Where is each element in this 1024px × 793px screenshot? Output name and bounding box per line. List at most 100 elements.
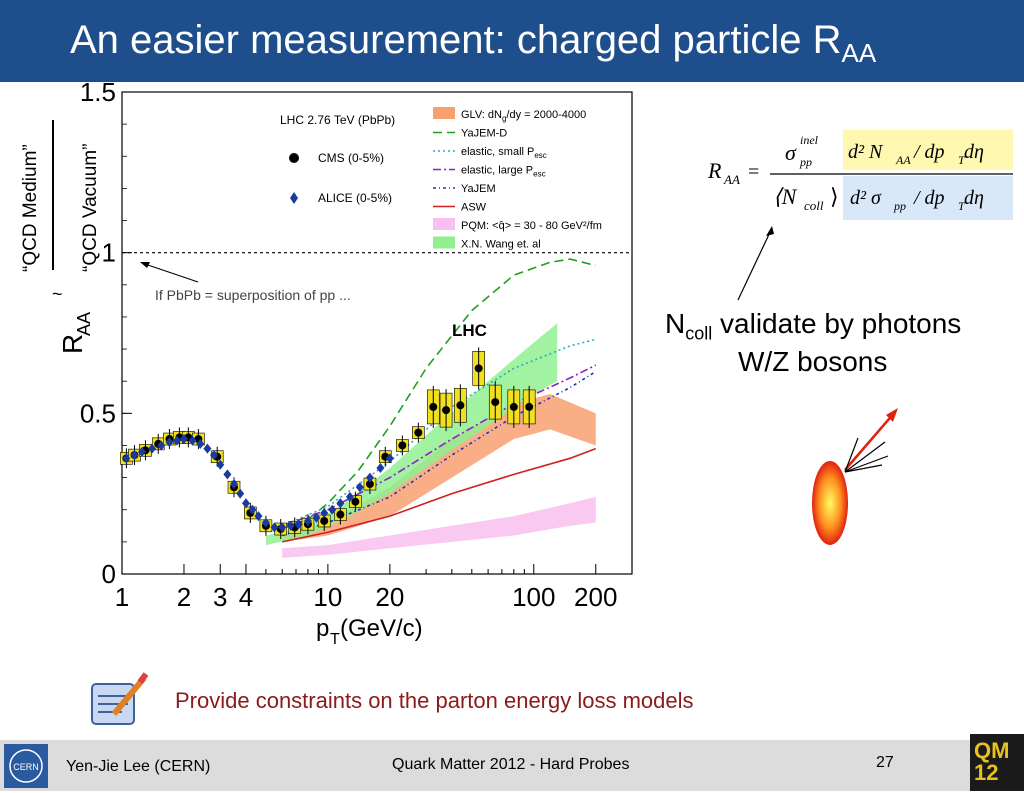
formula-lhs-sub: AA xyxy=(723,172,740,187)
y-axis-label: R xyxy=(57,334,88,354)
footer-conference: Quark Matter 2012 - Hard Probes xyxy=(392,756,630,773)
ncoll-main: N xyxy=(665,308,686,339)
cms-point xyxy=(525,402,534,411)
legend-right-label: elastic, large Pesc xyxy=(461,165,546,179)
alice-point xyxy=(230,479,239,490)
formula-equals: = xyxy=(748,161,759,183)
y-axis-label-group: RAA xyxy=(57,312,94,354)
formula-num-top-end: dη xyxy=(964,141,984,163)
fraction-bar xyxy=(52,120,54,270)
jet-arrow-4 xyxy=(844,464,883,473)
legend-marker-alice xyxy=(290,192,298,204)
formula-svg: R AA = σ inel pp ⟨N coll ⟩ d² N AA / dp … xyxy=(707,130,1013,220)
ncoll-annotation: Ncoll validate by photons xyxy=(665,308,961,345)
pbpb-arrow-head xyxy=(140,262,150,268)
x-tick-label: 200 xyxy=(574,582,617,612)
legend-right-label: GLV: dNg/dy = 2000-4000 xyxy=(461,109,586,123)
alice-point xyxy=(336,498,345,509)
alice-point xyxy=(320,507,329,518)
alice-point xyxy=(179,434,188,445)
alice-point xyxy=(130,450,139,461)
y-tick-label: 1 xyxy=(102,238,116,268)
constraint-text: Provide constraints on the parton energy… xyxy=(175,688,694,713)
alice-point xyxy=(254,511,263,522)
raa-chart: 1 2 3 4 10 20 100 200 0 0.5 1 1.5 p T (GeV/c) RAA ~ LHC … xyxy=(52,82,633,648)
alice-point xyxy=(241,498,250,509)
formula-sigma-sup: inel xyxy=(800,133,819,147)
formula-ncoll-close: ⟩ xyxy=(830,184,839,209)
cern-logo: CERN xyxy=(4,744,48,788)
formula-lhs: R xyxy=(707,158,722,183)
formula-num-top-sub: AA xyxy=(895,153,911,167)
cms-point xyxy=(414,428,423,437)
jet-arrow-1 xyxy=(844,437,859,473)
alice-point xyxy=(122,453,131,464)
y-tick-label: 1.5 xyxy=(80,82,116,107)
formula-num-bg xyxy=(843,130,1013,170)
formula-num-top-T: T xyxy=(958,153,966,167)
nucleus-blob xyxy=(812,461,848,545)
alice-point xyxy=(345,491,354,502)
y-axis-label-sub: AA xyxy=(74,312,94,336)
jet-arrow-red xyxy=(844,411,896,471)
y-tick-label: 0.5 xyxy=(80,398,116,428)
cms-point xyxy=(336,510,345,519)
formula-den-bg xyxy=(843,176,1013,220)
alice-point xyxy=(376,462,385,473)
alice-point xyxy=(148,443,157,454)
formula-num-top: d² N xyxy=(848,141,884,163)
footer-author: Yen-Jie Lee (CERN) xyxy=(66,758,211,775)
alice-point xyxy=(328,504,337,515)
alice-point xyxy=(173,435,182,446)
footer-page-number: 27 xyxy=(876,754,894,771)
formula-pointer-line xyxy=(737,227,773,301)
jet-arrow-red-head xyxy=(886,408,898,422)
slide-title-main: An easier measurement: charged particle … xyxy=(70,18,842,62)
x-axis-label-rest: (GeV/c) xyxy=(340,615,423,642)
formula-num-bot-sub: pp xyxy=(893,199,906,213)
formula-ncoll: ⟨N xyxy=(773,184,798,209)
alice-point xyxy=(270,522,279,533)
x-tick-label: 100 xyxy=(512,582,555,612)
ncoll-rest: validate by photons xyxy=(712,308,962,339)
title-bar: An easier measurement: charged particle … xyxy=(0,0,1024,82)
legend-marker-cms xyxy=(289,153,299,163)
legend-right-label: YaJEM-D xyxy=(461,128,507,140)
x-axis-label-sub: T xyxy=(330,631,340,648)
formula-pointer-head xyxy=(766,226,774,236)
alice-point xyxy=(216,459,225,470)
alice-point xyxy=(165,437,174,448)
x-tick-label: 10 xyxy=(313,582,342,612)
legend-right-label: X.N. Wang et. al xyxy=(461,239,541,251)
cms-point xyxy=(456,401,465,410)
formula-num-bot-T: T xyxy=(958,199,966,213)
formula-sigma: σ xyxy=(785,140,797,165)
cms-point xyxy=(474,364,483,373)
alice-point xyxy=(203,443,212,454)
x-tick-label: 1 xyxy=(115,582,129,612)
alice-point xyxy=(312,512,321,523)
qm12-logo: QM 12 xyxy=(970,734,1024,791)
alice-point xyxy=(261,517,270,528)
alice-point xyxy=(137,446,146,457)
alice-point xyxy=(286,520,295,531)
formula-ncoll-sub: coll xyxy=(804,198,824,213)
legend-right-label: elastic, small Pesc xyxy=(461,146,547,160)
alice-point xyxy=(210,450,219,461)
alice-point xyxy=(223,469,232,480)
jet-arrow-2 xyxy=(844,441,886,473)
cms-point xyxy=(365,480,374,489)
slide-title-sub: AA xyxy=(841,38,877,68)
pbpb-arrow xyxy=(141,262,199,283)
alice-point xyxy=(188,435,197,446)
cms-point xyxy=(398,441,407,450)
collision-diagram xyxy=(737,226,898,545)
cms-point xyxy=(429,402,438,411)
y-axis-tilde: ~ xyxy=(52,284,63,304)
jet-arrow-3 xyxy=(844,455,889,473)
wz-annotation: W/Z bosons xyxy=(738,346,888,377)
formula-num-bot: d² σ xyxy=(850,187,882,209)
x-tick-label: 2 xyxy=(177,582,191,612)
alice-point xyxy=(355,482,364,493)
alice-point xyxy=(303,515,312,526)
